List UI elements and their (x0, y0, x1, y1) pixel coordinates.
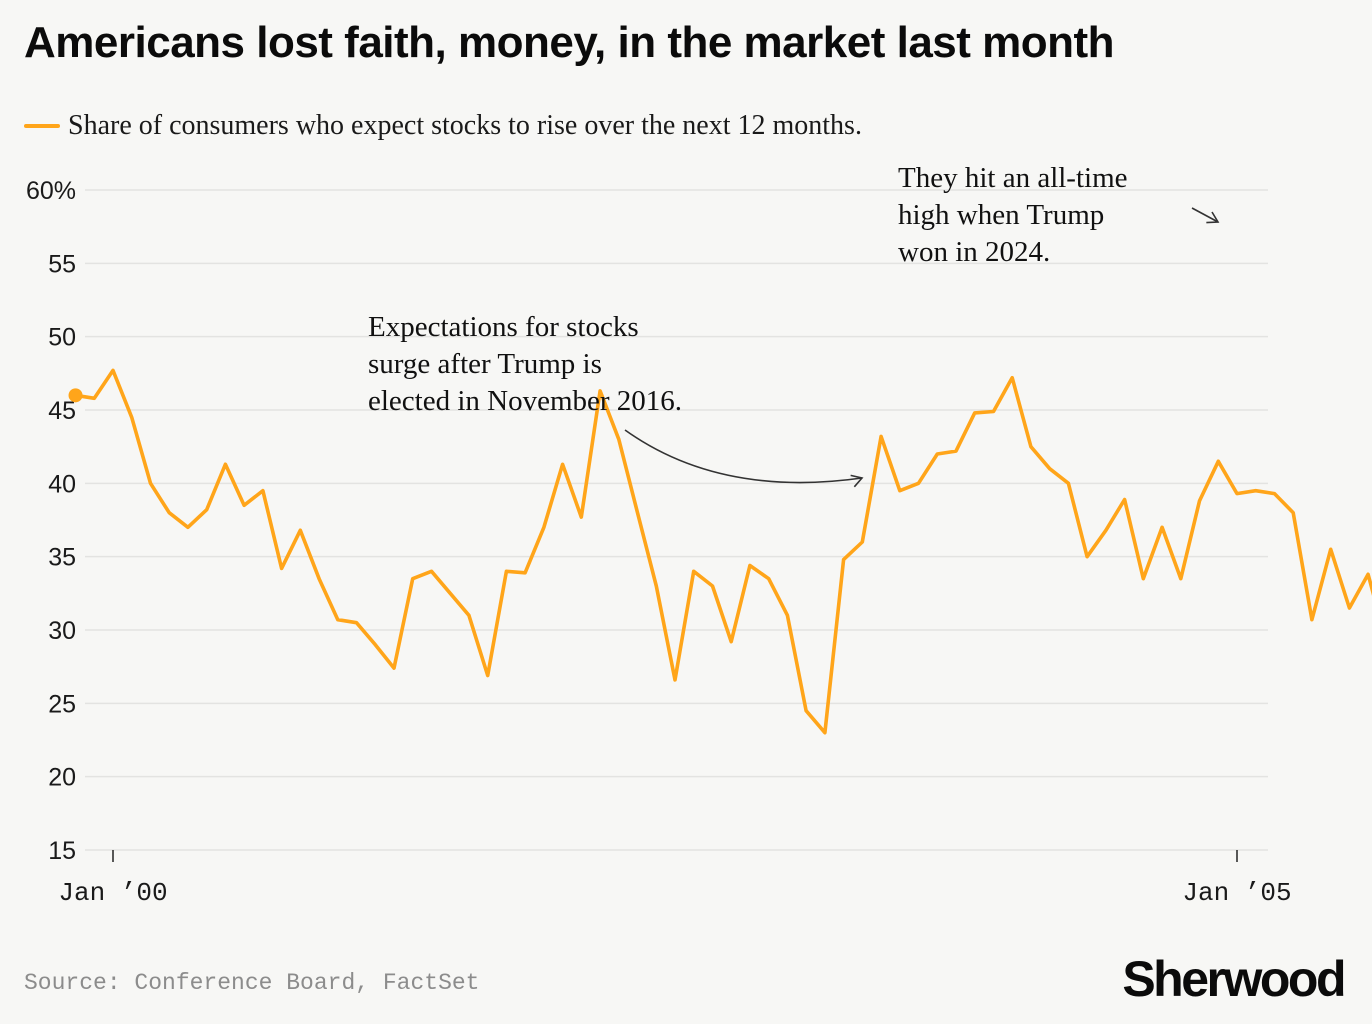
y-tick-label: 15 (48, 837, 76, 865)
annotation-text: elected in November 2016. (368, 385, 682, 417)
brand-logo: Sherwood (1122, 951, 1346, 1007)
arrowhead-path (1206, 211, 1220, 224)
annotations: Expectations for stocks surge after Trump… (368, 162, 1220, 488)
legend-label: Share of consumers who expect stocks to … (68, 110, 862, 141)
series-line (73, 368, 1372, 735)
annotation-text: won in 2024. (898, 236, 1050, 268)
y-tick-label: 30 (48, 617, 76, 645)
x-tick-label: Jan ’00 (58, 878, 167, 908)
y-tick-label: 40 (48, 470, 76, 498)
legend: Share of consumers who expect stocks to … (24, 110, 862, 142)
y-tick-label: 50 (48, 324, 76, 352)
grid-lines (85, 189, 1268, 851)
y-tick-label: 60% (26, 177, 76, 205)
x-tick-label: Jan ’05 (1182, 878, 1291, 908)
arrowhead-icon (850, 474, 864, 488)
y-tick-label: 25 (48, 690, 76, 718)
series-start-point (68, 388, 83, 403)
source-note: Source: Conference Board, FactSet (24, 970, 480, 996)
annotation-arrow (624, 429, 863, 484)
arrowhead-icon (1206, 211, 1220, 224)
series: 37.4% (68, 368, 1372, 735)
annotation-text: high when Trump (898, 199, 1104, 231)
y-tick-label: 35 (48, 544, 76, 572)
y-tick-label: 55 (48, 250, 76, 278)
annotation-text: They hit an all-time (898, 162, 1128, 194)
arrowhead-path (850, 474, 864, 488)
legend-swatch (24, 124, 60, 128)
annotation-arrow (1191, 207, 1219, 223)
y-tick-label: 45 (48, 397, 76, 425)
chart-title: Americans lost faith, money, in the mark… (24, 18, 1115, 67)
y-axis-ticks: 15 20 25 30 35 40 45 50 55 60% (26, 177, 76, 865)
y-tick-label: 20 (48, 764, 76, 792)
annotation-text: surge after Trump is (368, 348, 602, 380)
annotation-text: Expectations for stocks (368, 311, 639, 343)
